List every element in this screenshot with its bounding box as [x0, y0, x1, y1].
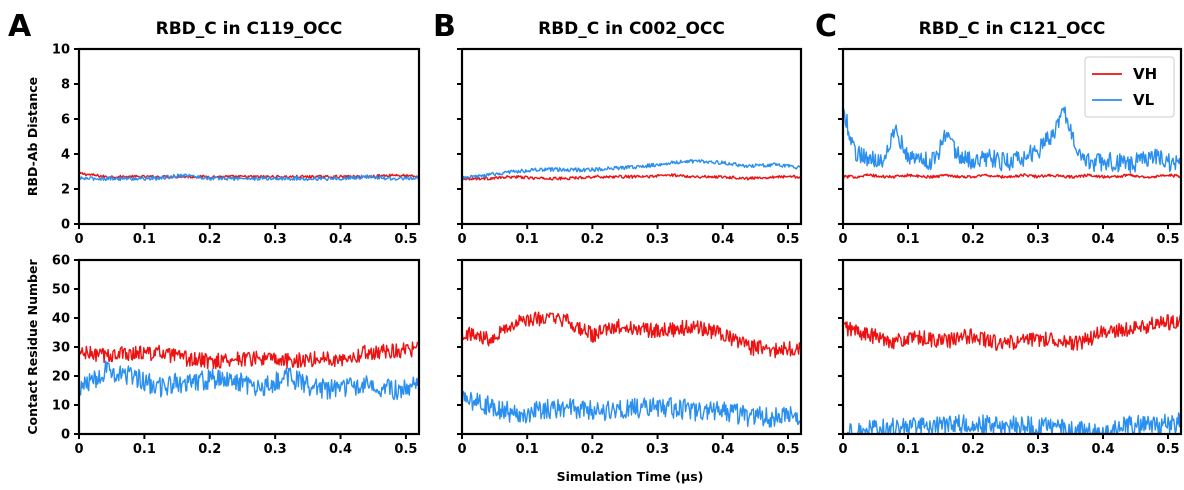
panel-letter-a: A	[8, 9, 32, 44]
x-tick-label-b-top-3: 0.3	[646, 232, 669, 247]
panel-title-c: RBD_C in C121_OCC	[919, 19, 1106, 39]
x-tick-label-c-top-2: 0.2	[961, 232, 984, 247]
series-vh-line-c-top	[843, 173, 1181, 179]
x-tick-label-c-top-0: 0	[838, 232, 847, 247]
legend-box	[1084, 56, 1175, 118]
x-tick-label-c-bottom-4: 0.4	[1091, 442, 1114, 457]
x-tick-label-b-bottom-3: 0.3	[646, 442, 669, 457]
y-tick-label-a-bottom-10: 10	[52, 399, 70, 414]
x-tick-label-c-top-3: 0.3	[1026, 232, 1049, 247]
series-vl-line-a-top	[79, 173, 419, 182]
x-tick-label-c-bottom-5: 0.5	[1156, 442, 1179, 457]
series-vl-line-b-bottom	[462, 390, 801, 428]
series-vh-line-c-bottom	[843, 314, 1181, 351]
panel-letter-b: B	[433, 9, 456, 44]
y-tick-label-a-top-10: 10	[52, 43, 70, 58]
plot-frame-c-top	[841, 47, 1183, 226]
panel-title-a: RBD_C in C119_OCC	[156, 19, 343, 39]
series-vh-line-b-top	[462, 173, 801, 181]
x-tick-label-c-bottom-3: 0.3	[1026, 442, 1049, 457]
x-tick-label-a-bottom-4: 0.4	[329, 442, 352, 457]
x-tick-label-b-top-5: 0.5	[776, 232, 799, 247]
y-tick-label-a-top-2: 2	[61, 183, 70, 198]
x-tick-label-b-bottom-0: 0	[457, 442, 466, 457]
x-tick-label-a-bottom-0: 0	[74, 442, 83, 457]
x-tick-label-b-bottom-2: 0.2	[581, 442, 604, 457]
panel-title-b: RBD_C in C002_OCC	[538, 19, 725, 39]
plot-frame-b-top	[460, 47, 803, 226]
series-vl-line-b-top	[462, 158, 801, 181]
x-tick-label-a-top-4: 0.4	[329, 232, 352, 247]
x-tick-label-c-top-4: 0.4	[1091, 232, 1114, 247]
legend-label-vh: VH	[1133, 65, 1157, 83]
x-tick-label-b-bottom-4: 0.4	[711, 442, 734, 457]
series-vh-line-b-bottom	[462, 311, 801, 359]
x-tick-label-b-top-2: 0.2	[581, 232, 604, 247]
y-tick-label-a-top-0: 0	[61, 218, 70, 233]
x-tick-label-b-bottom-5: 0.5	[776, 442, 799, 457]
x-tick-label-c-top-5: 0.5	[1156, 232, 1179, 247]
y-tick-label-a-top-6: 6	[61, 113, 70, 128]
y-tick-label-a-top-4: 4	[61, 148, 70, 163]
y-tick-label-a-bottom-60: 60	[52, 254, 70, 269]
y-tick-label-a-bottom-40: 40	[52, 312, 70, 327]
x-tick-label-a-bottom-1: 0.1	[133, 442, 156, 457]
x-tick-label-a-top-5: 0.5	[394, 232, 417, 247]
x-tick-label-c-top-1: 0.1	[896, 232, 919, 247]
x-tick-label-b-top-1: 0.1	[516, 232, 539, 247]
series-vh-line-a-bottom	[79, 341, 419, 370]
legend-label-vl: VL	[1133, 91, 1155, 109]
x-tick-label-c-bottom-2: 0.2	[961, 442, 984, 457]
x-axis-label: Simulation Time (μs)	[557, 469, 704, 484]
series-vl-line-c-top	[843, 106, 1181, 174]
x-tick-label-b-top-4: 0.4	[711, 232, 734, 247]
y-axis-label-row-2: Contact Residue Number	[25, 259, 40, 435]
series-vl-line-a-bottom	[79, 360, 419, 401]
x-tick-label-a-top-3: 0.3	[264, 232, 287, 247]
y-tick-label-a-bottom-0: 0	[61, 428, 70, 443]
x-tick-label-a-top-2: 0.2	[198, 232, 221, 247]
x-tick-label-c-bottom-0: 0	[838, 442, 847, 457]
x-tick-label-a-top-0: 0	[74, 232, 83, 247]
x-tick-label-b-top-0: 0	[457, 232, 466, 247]
y-tick-label-a-bottom-20: 20	[52, 370, 70, 385]
panel-letter-c: C	[815, 9, 837, 44]
x-tick-label-a-bottom-2: 0.2	[198, 442, 221, 457]
x-tick-label-b-bottom-1: 0.1	[516, 442, 539, 457]
x-tick-label-a-bottom-5: 0.5	[394, 442, 417, 457]
x-tick-label-a-bottom-3: 0.3	[264, 442, 287, 457]
y-tick-label-a-top-8: 8	[61, 78, 70, 93]
series-vl-line-c-bottom	[843, 412, 1181, 434]
y-tick-label-a-bottom-30: 30	[52, 341, 70, 356]
plot-frame-a-bottom	[77, 258, 421, 436]
x-tick-label-a-top-1: 0.1	[133, 232, 156, 247]
y-tick-label-a-bottom-50: 50	[52, 283, 70, 298]
plot-frame-a-top	[77, 47, 421, 226]
y-axis-label-row-1: RBD-Ab Distance	[25, 77, 40, 196]
x-tick-label-c-bottom-1: 0.1	[896, 442, 919, 457]
